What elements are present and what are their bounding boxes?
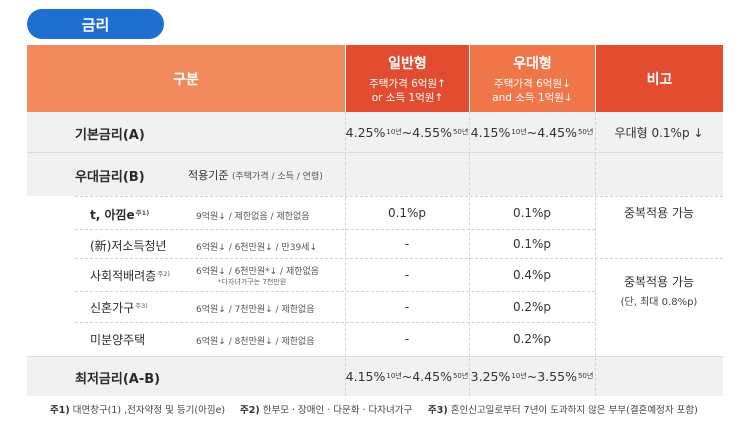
rate-sep: ~ — [401, 368, 413, 384]
rate-term: 10년 — [386, 372, 402, 380]
header-preferential: 우대형 주택가격 6억원↓ and 소득 1억원↓ — [469, 45, 595, 112]
header-general-line1: 주택가격 6억원↑ — [369, 77, 446, 90]
row-divider — [27, 152, 723, 153]
footnote-mark: 주2) — [240, 405, 260, 416]
criteria-label: 적용기준 — [188, 169, 229, 182]
rate-term: 50년 — [577, 128, 594, 136]
footnote-3: 주3) 혼인신고일로부터 7년이 도과하지 않은 부부(결혼예정자 포함) — [428, 402, 698, 416]
footnote-text: 혼인신고일로부터 7년이 도과하지 않은 부부(결혼예정자 포함) — [447, 405, 698, 416]
base-rate-note: 우대형 0.1%p ↓ — [614, 125, 704, 140]
criteria-detail: (주택가격 / 소득 / 연령) — [231, 172, 323, 182]
grid-line — [469, 112, 470, 396]
rate-low: 4.25% — [345, 124, 386, 140]
pref-row-preferential: 0.2%p — [512, 299, 552, 314]
rate-high: 3.55% — [537, 368, 577, 384]
pref-row-criteria: 6억원↓ / 8천만원↓ / 제한없음 — [196, 337, 315, 347]
pref-note-top: 중복적용 가능 — [623, 206, 695, 220]
rate-term: 50년 — [577, 372, 594, 380]
pref-row-general: - — [404, 299, 410, 314]
row-divider — [75, 258, 723, 259]
pref-row-criteria: 6억원↓ / 6천만원*↓ / 제한없음 — [196, 267, 320, 277]
footnote-text: 대면창구(1) ,전자약정 및 등기(아낌e) — [69, 405, 226, 416]
rate-sep: ~ — [526, 124, 538, 140]
header-note-label: 비고 — [646, 71, 673, 88]
row-divider — [75, 322, 595, 323]
pref-rate-label: 우대금리(B) — [75, 170, 145, 185]
header-preferential-line1: 주택가격 6억원↓ — [494, 77, 571, 90]
pref-row-preferential: 0.4%p — [512, 267, 552, 282]
header-general: 일반형 주택가격 6억원↑ or 소득 1억원↑ — [345, 45, 469, 112]
header-general-line2: or 소득 1억원↑ — [371, 91, 444, 104]
pref-note-bottom-line2: (단, 최대 0.8%p) — [620, 296, 698, 308]
rate-term: 50년 — [452, 372, 469, 380]
pref-row-title: (新)저소득청년 — [90, 239, 167, 253]
footnote-ref: 주1) — [135, 209, 150, 217]
min-rate-general: 4.15% 10년 ~ 4.45% 50년 — [345, 356, 469, 396]
rate-high: 4.55% — [412, 124, 452, 140]
pref-row-criteria: 6억원↓ / 7천만원↓ / 제한없음 — [196, 305, 315, 315]
grid-line — [595, 112, 596, 396]
pref-row-criteria: 6억원↓ / 6천만원↓ / 만39세↓ — [196, 243, 317, 253]
rate-term: 10년 — [511, 128, 527, 136]
pref-row-general: - — [404, 236, 410, 251]
pref-row-name: t, 아낌e주1) — [90, 206, 149, 223]
pref-row-general: - — [404, 332, 410, 346]
row-divider — [75, 196, 723, 197]
rate-low: 3.25% — [470, 368, 511, 384]
footnote-1: 주1) 대면창구(1) ,전자약정 및 등기(아낌e) — [50, 402, 225, 416]
pref-row-title: 신혼가구 — [90, 301, 135, 315]
header-gubun-label: 구분 — [173, 71, 199, 88]
header-preferential-line2: and 소득 1억원↓ — [492, 91, 573, 104]
pref-row-general: - — [404, 267, 410, 282]
footnote-2: 주2) 한부모 · 장애인 · 다문화 · 다자녀가구 — [240, 402, 412, 416]
pref-row-title: 미분양주택 — [90, 333, 146, 347]
row-divider — [27, 356, 723, 357]
header-gubun: 구분 — [27, 45, 345, 112]
rate-high: 4.45% — [412, 368, 452, 384]
min-rate-label: 최저금리(A-B) — [75, 372, 161, 387]
pref-row-preferential: 0.1%p — [512, 205, 552, 220]
pref-note-bottom: 중복적용 가능 (단, 최대 0.8%p) — [595, 258, 723, 322]
footnote-ref: 주2) — [157, 270, 170, 278]
rate-term: 10년 — [511, 372, 527, 380]
rate-high: 4.45% — [537, 124, 577, 140]
row-divider — [75, 291, 595, 292]
min-rate-band — [27, 356, 723, 396]
rate-sep: ~ — [401, 124, 413, 140]
header-general-title: 일반형 — [388, 55, 427, 72]
pref-row-name: 사회적배려층주2) — [90, 267, 170, 284]
base-rate-preferential: 4.15% 10년 ~ 4.45% 50년 — [469, 112, 595, 152]
pref-row-title: 사회적배려층 — [90, 269, 157, 283]
row-divider — [75, 229, 595, 230]
footnote-mark: 주1) — [50, 405, 70, 416]
footnote-ref: 주3) — [135, 302, 148, 310]
pref-row-criteria-extra: *다자녀가구는 7천만원 — [218, 278, 287, 286]
header-note: 비고 — [595, 45, 723, 112]
pref-note-bottom-line1: 중복적용 가능 — [623, 274, 695, 289]
rate-term: 50년 — [452, 128, 469, 136]
footnote-mark: 주3) — [428, 405, 448, 416]
pref-rate-band — [27, 152, 723, 196]
rate-low: 4.15% — [470, 124, 511, 140]
rate-sep: ~ — [526, 368, 538, 384]
pref-row-preferential: 0.2%p — [512, 332, 552, 346]
pref-row-title: t, 아낌e — [90, 208, 135, 222]
base-rate-label: 기본금리(A) — [75, 128, 145, 143]
header-preferential-title: 우대형 — [513, 55, 552, 72]
pref-row-preferential: 0.1%p — [512, 236, 552, 251]
base-rate-general: 4.25% 10년 ~ 4.55% 50년 — [345, 112, 469, 152]
grid-line — [345, 112, 346, 396]
pref-row-name: 미분양주택 — [90, 331, 146, 348]
pref-row-general: 0.1%p — [387, 205, 427, 220]
rate-low: 4.15% — [345, 368, 386, 384]
pref-row-criteria: 9억원↓ / 제한없음 / 제한없음 — [196, 212, 310, 222]
section-title-pill: 금리 — [27, 9, 164, 39]
base-rate-band — [27, 112, 723, 152]
criteria-header: 적용기준 (주택가격 / 소득 / 연령) — [188, 167, 323, 183]
rate-term: 10년 — [386, 128, 402, 136]
pref-row-name: 신혼가구주3) — [90, 299, 148, 316]
footnote-text: 한부모 · 장애인 · 다문화 · 다자녀가구 — [259, 405, 413, 416]
min-rate-preferential: 3.25% 10년 ~ 3.55% 50년 — [469, 356, 595, 396]
pref-row-name: (新)저소득청년 — [90, 237, 168, 254]
